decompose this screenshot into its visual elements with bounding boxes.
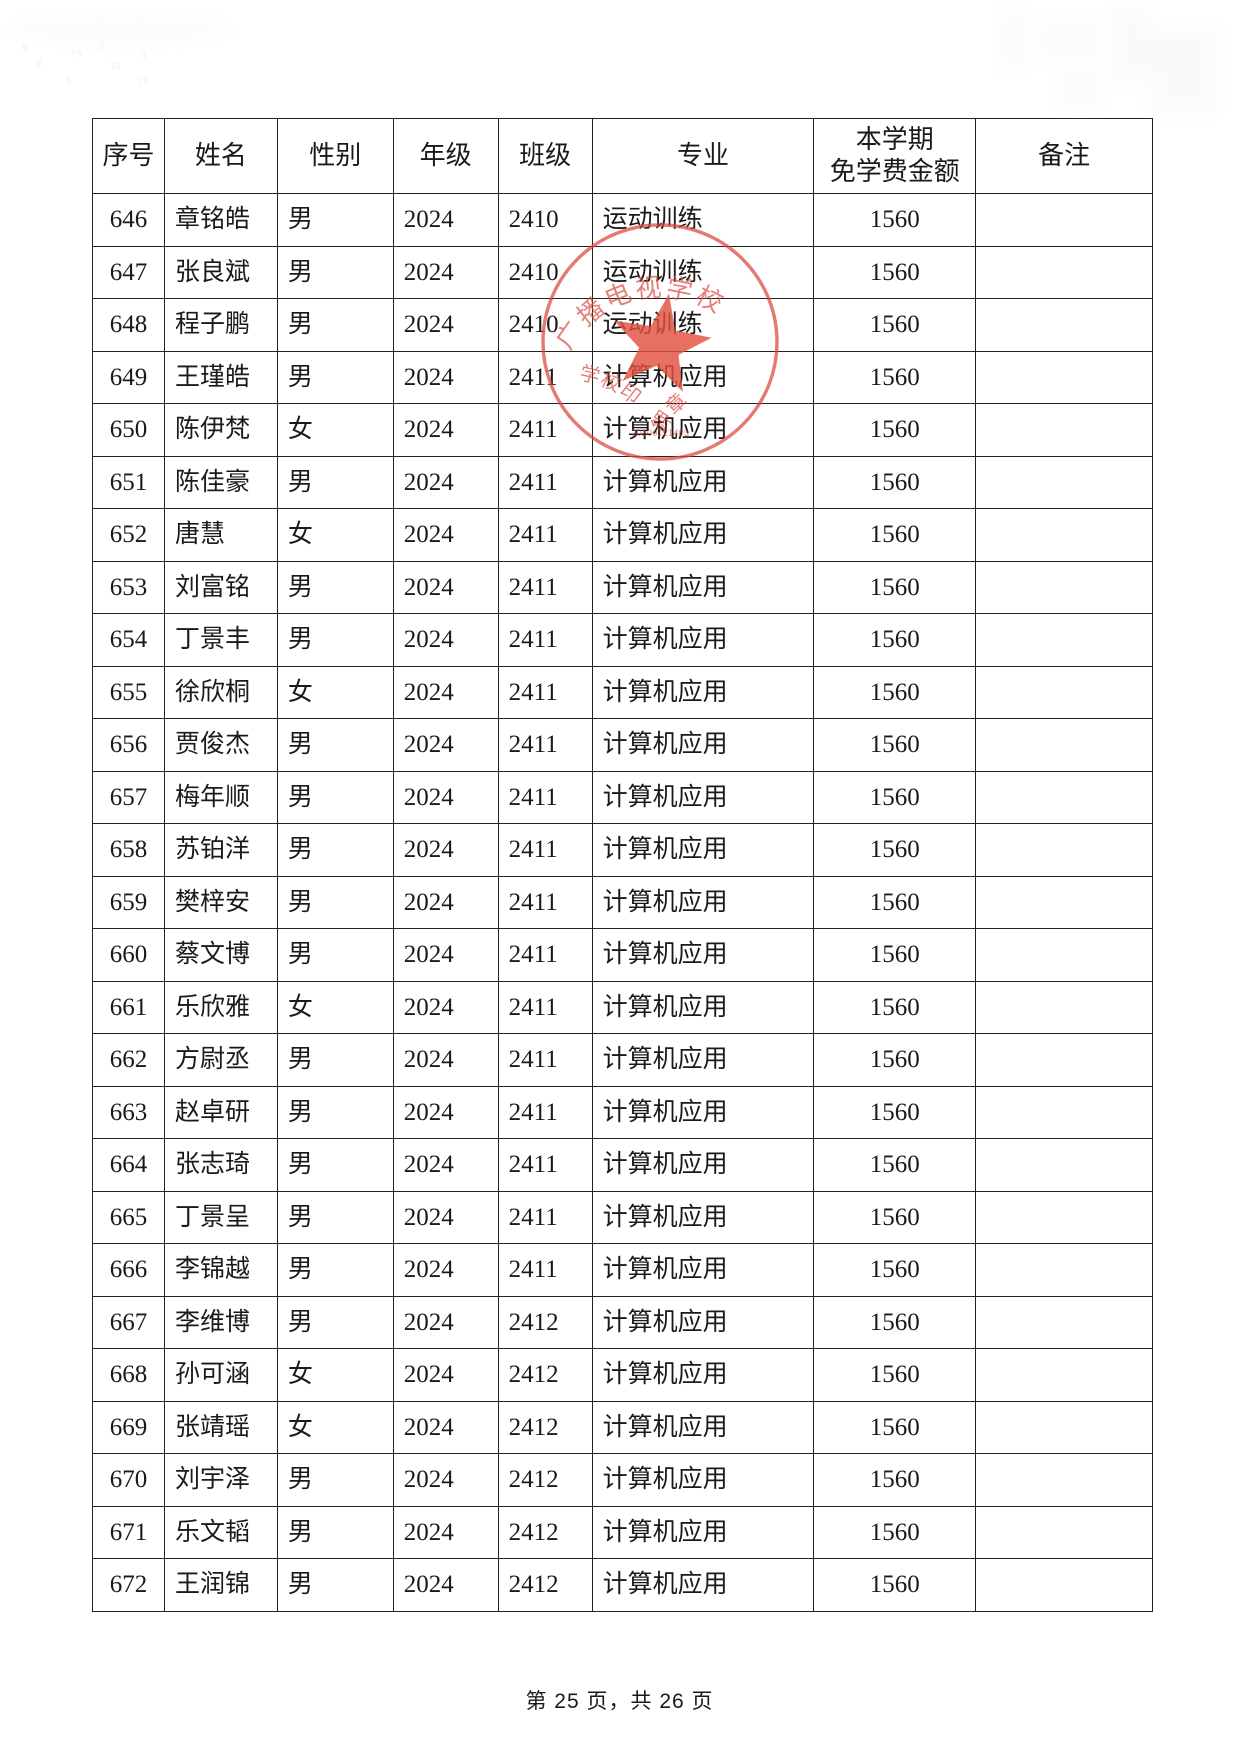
svg-text:3: 3 — [97, 40, 105, 52]
svg-text:8: 8 — [21, 42, 31, 55]
svg-text:20100121403: 20100121403 — [631, 428, 689, 439]
svg-text:4: 4 — [36, 58, 43, 69]
svg-text:74: 74 — [70, 47, 84, 61]
svg-text:73: 73 — [137, 75, 150, 88]
svg-text:3: 3 — [140, 50, 147, 62]
svg-text:3: 3 — [64, 76, 73, 88]
svg-text:74: 74 — [109, 61, 121, 73]
